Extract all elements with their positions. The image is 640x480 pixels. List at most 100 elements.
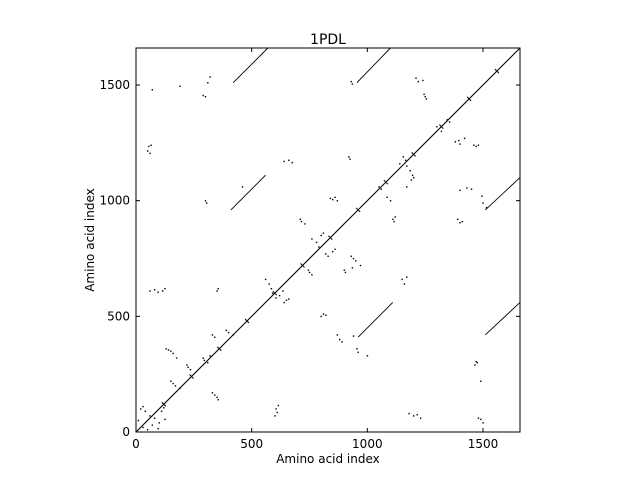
contact-point [204, 200, 207, 202]
contact-point [285, 299, 288, 301]
contact-point [448, 121, 451, 123]
contact-point [480, 380, 482, 382]
contact-point [275, 408, 277, 410]
contact-point [157, 291, 159, 293]
contact-point [203, 359, 206, 362]
contact-point [329, 197, 332, 200]
diagonal-dash-mark [383, 179, 389, 185]
contact-point [422, 79, 424, 82]
contact-point [356, 348, 358, 350]
chart-title: 1PDL [310, 32, 346, 48]
segment-main-diagonal [135, 47, 521, 433]
diagonal-dash-mark [272, 290, 278, 296]
contact-point [137, 419, 140, 422]
contact-point [436, 126, 438, 128]
contact-point [401, 278, 403, 281]
contact-point [351, 267, 354, 269]
contact-point [446, 119, 448, 121]
contact-point [332, 198, 334, 201]
contact-point [157, 427, 159, 430]
contact-point [380, 188, 383, 190]
contact-point [165, 348, 167, 350]
contact-point [146, 150, 149, 152]
x-axis-ticks: 0 500 1000 1500 [132, 48, 498, 451]
y-tick-label: 1000 [99, 194, 130, 208]
contact-point [411, 174, 414, 177]
contact-point [412, 176, 415, 179]
contact-point [227, 331, 230, 334]
contact-points [137, 76, 488, 431]
contact-point [174, 385, 177, 387]
contact-point [461, 220, 463, 223]
contact-point [216, 290, 218, 292]
contact-point [207, 362, 209, 364]
contact-point [311, 274, 313, 276]
contact-point [359, 264, 362, 267]
contact-point [149, 152, 151, 155]
contact-point [415, 77, 417, 79]
contact-point [456, 218, 459, 220]
contact-point [410, 179, 413, 181]
contact-point [209, 76, 211, 78]
contact-point [338, 338, 341, 341]
y-axis-label: Amino acid index [83, 188, 97, 292]
contact-point [144, 410, 147, 412]
contact-point [209, 355, 211, 357]
contact-point [320, 234, 322, 237]
contact-point [476, 362, 479, 364]
contact-point [482, 202, 484, 204]
contact-point [151, 89, 153, 91]
contact-point [459, 143, 461, 145]
contact-point [288, 298, 290, 300]
contact-point [276, 411, 278, 414]
contact-point [336, 334, 339, 336]
contact-point [424, 95, 426, 98]
contact-point [409, 170, 411, 172]
contact-point [322, 313, 325, 315]
segment-off-diagonal-3 [230, 174, 266, 211]
contact-point [164, 287, 166, 290]
contact-point [153, 289, 156, 291]
contact-point [406, 186, 408, 188]
diagonal-segments [135, 47, 521, 433]
x-tick-label: 500 [240, 437, 263, 451]
contact-point [399, 163, 401, 165]
contact-point [473, 144, 475, 146]
contact-point [172, 352, 174, 355]
contact-point [482, 422, 484, 424]
contact-point [202, 94, 204, 97]
contact-point [214, 394, 216, 396]
diagonal-dash-mark [300, 263, 305, 268]
contact-point [357, 351, 359, 353]
x-tick-label: 1000 [352, 437, 383, 451]
diagonal-dash-mark [494, 68, 500, 74]
contact-point [207, 82, 209, 84]
contact-point [271, 292, 274, 295]
contact-point [336, 200, 339, 202]
contact-point [350, 255, 352, 257]
segment-off-diagonal-6 [484, 302, 521, 336]
contact-point [153, 417, 156, 419]
diagonal-dash-mark [216, 346, 222, 352]
contact-point [288, 159, 290, 161]
contact-point [315, 241, 318, 244]
contact-point [463, 137, 466, 140]
contact-point [477, 144, 480, 146]
contact-point [216, 396, 218, 399]
contact-point [481, 195, 483, 197]
contact-point [419, 417, 422, 419]
contact-point [160, 410, 163, 412]
y-tick-label: 500 [107, 309, 130, 323]
contact-point [175, 357, 178, 359]
y-tick-label: 0 [122, 425, 130, 439]
x-axis-label: Amino acid index [276, 452, 380, 466]
contact-point [211, 392, 214, 394]
contact-point [351, 83, 354, 85]
contact-point [217, 287, 219, 290]
contact-point [350, 80, 352, 83]
diagonal-dash-mark [244, 318, 250, 324]
contact-point [341, 341, 343, 343]
contact-point [425, 98, 428, 100]
contact-point [299, 218, 302, 220]
